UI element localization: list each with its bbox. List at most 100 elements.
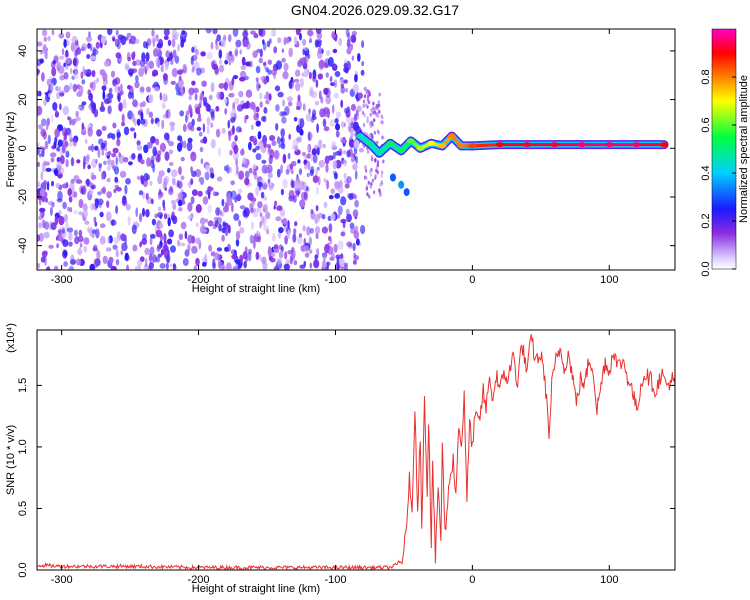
noise-blob xyxy=(87,126,93,137)
noise-blob xyxy=(370,108,373,113)
noise-blob xyxy=(40,171,44,181)
noise-blob xyxy=(57,139,63,147)
noise-blob xyxy=(303,182,307,191)
noise-blob xyxy=(287,250,293,255)
noise-blob xyxy=(99,235,106,245)
noise-blob xyxy=(67,142,74,147)
noise-blob xyxy=(301,151,306,157)
noise-blob xyxy=(258,29,263,37)
noise-blob xyxy=(165,262,169,270)
noise-blob xyxy=(167,168,171,173)
noise-blob xyxy=(354,74,358,83)
noise-blob xyxy=(341,120,344,129)
noise-blob xyxy=(245,89,253,98)
noise-blob xyxy=(62,239,69,247)
noise-blob xyxy=(177,78,184,88)
noise-blob xyxy=(168,141,175,147)
noise-blob xyxy=(59,103,62,111)
noise-blob xyxy=(227,119,231,129)
y-tick-label: 1.0 xyxy=(17,439,29,454)
noise-blob xyxy=(120,250,124,256)
noise-blob xyxy=(91,174,97,180)
signal-point xyxy=(447,133,456,139)
noise-blob xyxy=(198,177,203,183)
noise-blob xyxy=(108,87,113,94)
noise-blob xyxy=(346,213,352,223)
noise-blob xyxy=(244,75,249,81)
noise-blob xyxy=(255,153,262,161)
noise-blob xyxy=(288,47,294,58)
y-tick-label: 0 xyxy=(17,145,29,151)
noise-blob xyxy=(165,109,169,119)
noise-blob xyxy=(234,49,238,57)
noise-blob xyxy=(306,29,314,37)
noise-blob xyxy=(216,34,221,42)
noise-blob xyxy=(168,149,174,155)
noise-blob xyxy=(202,136,208,144)
noise-blob xyxy=(168,229,175,238)
signal-point xyxy=(416,145,425,151)
signal-point xyxy=(375,150,384,156)
noise-blob xyxy=(53,265,59,270)
colorbar: 0.0 0.2 0.4 0.6 0.8 Normalized spectral ampli… xyxy=(700,28,750,277)
noise-blob xyxy=(369,112,372,117)
noise-blob xyxy=(350,132,355,137)
noise-blob xyxy=(156,42,163,49)
noise-blob xyxy=(371,178,375,183)
noise-blob xyxy=(262,61,267,66)
noise-blob xyxy=(118,152,121,158)
noise-blob xyxy=(106,211,112,222)
noise-blob xyxy=(170,245,176,253)
noise-blob xyxy=(263,107,268,114)
noise-blob xyxy=(284,235,288,245)
noise-blob xyxy=(243,260,247,269)
noise-blob xyxy=(288,189,295,200)
noise-blob xyxy=(199,146,204,153)
noise-blob xyxy=(239,49,242,55)
noise-blob xyxy=(293,117,298,122)
noise-blob xyxy=(261,256,267,265)
noise-blob xyxy=(51,29,55,36)
noise-blob xyxy=(280,164,283,174)
noise-blob xyxy=(230,249,237,255)
noise-blob xyxy=(62,105,69,116)
noise-blob xyxy=(91,143,94,153)
noise-blob xyxy=(203,96,208,106)
noise-blob xyxy=(43,231,50,239)
noise-blob xyxy=(230,117,236,123)
noise-blob xyxy=(112,244,118,250)
noise-blob xyxy=(191,80,196,86)
noise-blob xyxy=(135,207,138,218)
noise-blob xyxy=(369,169,372,174)
noise-blob xyxy=(96,250,101,260)
noise-blob xyxy=(207,204,212,214)
noise-blob xyxy=(275,60,283,70)
noise-blob xyxy=(88,188,94,195)
noise-blob xyxy=(299,118,305,128)
x-axis-label: Height of straight line (km) xyxy=(192,583,320,595)
noise-blob xyxy=(299,264,306,269)
noise-blob xyxy=(43,180,47,187)
noise-blob xyxy=(372,190,376,195)
noise-blob xyxy=(59,74,65,81)
noise-blob xyxy=(281,116,287,124)
noise-blob xyxy=(315,248,319,254)
noise-blob xyxy=(163,132,170,141)
noise-blob xyxy=(277,91,284,98)
noise-blob xyxy=(262,39,265,45)
noise-blob xyxy=(143,144,149,154)
noise-blob xyxy=(125,64,130,71)
noise-blob xyxy=(55,109,58,117)
noise-blob xyxy=(343,62,348,69)
noise-blob xyxy=(81,101,87,106)
noise-blob xyxy=(298,168,303,175)
noise-blob xyxy=(62,201,67,210)
noise-blob xyxy=(374,106,377,111)
noise-blob xyxy=(195,222,199,227)
noise-blob xyxy=(370,133,373,137)
noise-blob xyxy=(194,93,198,101)
noise-blob xyxy=(73,229,78,237)
noise-blob xyxy=(140,159,145,165)
noise-blob xyxy=(334,118,339,124)
noise-blob xyxy=(355,238,360,246)
